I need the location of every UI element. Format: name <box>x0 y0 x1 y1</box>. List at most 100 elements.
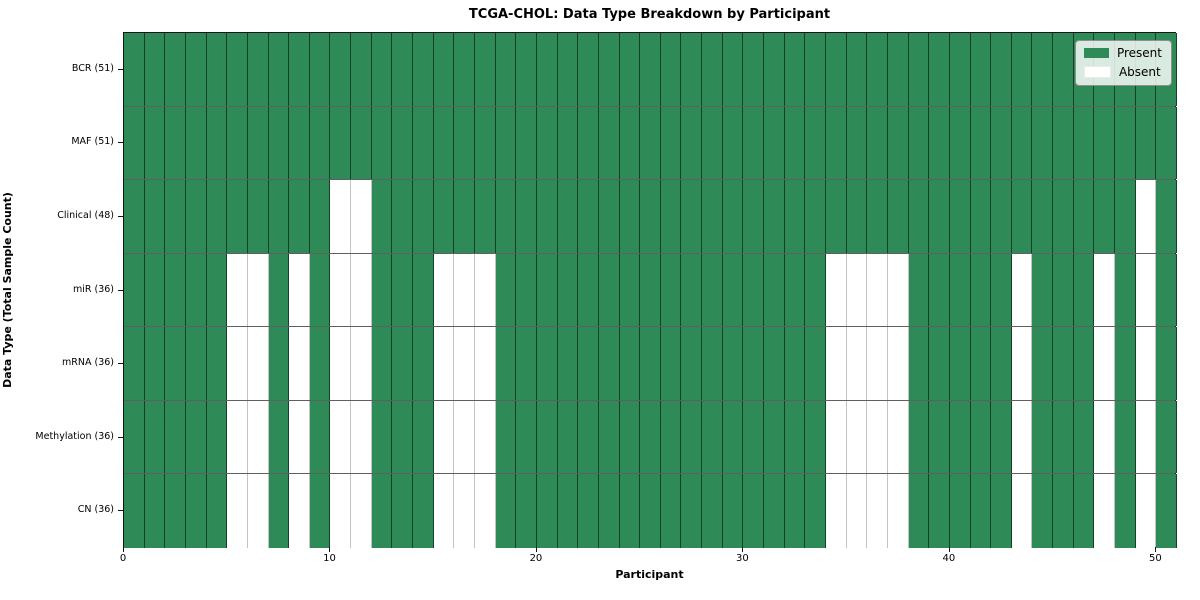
matrix-cell-mir-p6 <box>247 253 269 327</box>
matrix-cell-clinical-p20 <box>536 180 558 253</box>
matrix-cell-bcr-p8 <box>289 33 310 106</box>
matrix-row-clinical <box>124 180 1177 254</box>
matrix-cell-maf-p2 <box>165 106 186 180</box>
matrix-cell-mir-p38 <box>908 253 930 327</box>
legend-item-present: Present <box>1083 46 1162 60</box>
matrix-cell-bcr-p2 <box>165 33 186 106</box>
matrix-cell-methylation-p13 <box>392 400 414 474</box>
matrix-cell-clinical-p25 <box>640 180 661 253</box>
matrix-cell-methylation-p48 <box>1115 400 1136 474</box>
matrix-cell-cn-p5 <box>227 474 248 548</box>
matrix-cell-bcr-p43 <box>1011 33 1033 106</box>
matrix-cell-bcr-p21 <box>557 33 579 106</box>
matrix-cell-mir-p18 <box>495 253 517 327</box>
matrix-cell-mir-p13 <box>392 253 414 327</box>
matrix-cell-maf-p46 <box>1073 106 1095 180</box>
matrix-cell-cn-p34 <box>826 474 847 548</box>
matrix-cell-mir-p36 <box>867 253 888 327</box>
matrix-cell-clinical-p9 <box>309 180 331 253</box>
matrix-cell-bcr-p45 <box>1053 33 1074 106</box>
matrix-cell-cn-p35 <box>846 474 868 548</box>
matrix-cell-clinical-p47 <box>1094 180 1116 253</box>
matrix-cell-clinical-p16 <box>454 180 475 253</box>
matrix-cell-mrna-p38 <box>908 327 930 400</box>
y-tick-label-bcr: BCR (51) <box>71 62 114 74</box>
matrix-cell-clinical-p0 <box>124 180 145 253</box>
matrix-cell-cn-p17 <box>475 474 496 548</box>
matrix-cell-mir-p42 <box>991 253 1012 327</box>
matrix-cell-maf-p6 <box>247 106 269 180</box>
matrix-cell-maf-p18 <box>495 106 517 180</box>
matrix-cell-methylation-p16 <box>454 400 475 474</box>
matrix-cell-clinical-p37 <box>887 180 909 253</box>
matrix-cell-mir-p22 <box>578 253 599 327</box>
matrix-cell-bcr-p42 <box>991 33 1012 106</box>
matrix-cell-maf-p47 <box>1094 106 1116 180</box>
matrix-cell-methylation-p5 <box>227 400 248 474</box>
matrix-cell-methylation-p45 <box>1053 400 1074 474</box>
matrix-cell-clinical-p21 <box>557 180 579 253</box>
matrix-cell-maf-p9 <box>309 106 331 180</box>
matrix-cell-mrna-p47 <box>1094 327 1116 400</box>
matrix-cell-cn-p12 <box>371 474 393 548</box>
matrix-cell-cn-p15 <box>433 474 455 548</box>
matrix-cell-mir-p43 <box>1011 253 1033 327</box>
matrix-row-mrna <box>124 327 1177 401</box>
matrix-cell-methylation-p25 <box>640 400 661 474</box>
matrix-cell-methylation-p32 <box>784 400 806 474</box>
matrix-cell-cn-p19 <box>516 474 537 548</box>
matrix-cell-maf-p13 <box>392 106 414 180</box>
matrix-cell-mir-p44 <box>1032 253 1054 327</box>
matrix-cell-cn-p49 <box>1135 474 1157 548</box>
matrix-cell-methylation-p22 <box>578 400 599 474</box>
x-tick-label-30: 30 <box>736 553 749 564</box>
matrix-cell-methylation-p47 <box>1094 400 1116 474</box>
x-tick-mark <box>329 547 331 552</box>
matrix-cell-maf-p32 <box>784 106 806 180</box>
matrix-cell-clinical-p32 <box>784 180 806 253</box>
matrix-cell-mir-p49 <box>1135 253 1157 327</box>
matrix-cell-mir-p40 <box>949 253 971 327</box>
matrix-cell-mir-p34 <box>826 253 847 327</box>
matrix-cell-cn-p22 <box>578 474 599 548</box>
matrix-cell-maf-p14 <box>413 106 434 180</box>
matrix-cell-bcr-p16 <box>454 33 475 106</box>
matrix-cell-bcr-p23 <box>598 33 620 106</box>
matrix-cell-bcr-p38 <box>908 33 930 106</box>
legend-item-absent: Absent <box>1083 65 1162 79</box>
matrix-cell-bcr-p1 <box>144 33 166 106</box>
x-axis-label: Participant <box>615 568 684 581</box>
matrix-cell-bcr-p33 <box>805 33 826 106</box>
matrix-cell-maf-p8 <box>289 106 310 180</box>
matrix-cell-mir-p23 <box>598 253 620 327</box>
matrix-cell-bcr-p7 <box>268 33 290 106</box>
matrix-cell-clinical-p3 <box>185 180 207 253</box>
matrix-cell-mrna-p14 <box>413 327 434 400</box>
matrix-cell-methylation-p3 <box>185 400 207 474</box>
matrix-cell-bcr-p17 <box>475 33 496 106</box>
matrix-cell-maf-p45 <box>1053 106 1074 180</box>
matrix-cell-mrna-p13 <box>392 327 414 400</box>
matrix-cell-bcr-p25 <box>640 33 661 106</box>
matrix-cell-methylation-p50 <box>1156 400 1177 474</box>
matrix-cell-methylation-p9 <box>309 400 331 474</box>
matrix-cell-clinical-p14 <box>413 180 434 253</box>
matrix-cell-cn-p1 <box>144 474 166 548</box>
matrix-cell-mir-p7 <box>268 253 290 327</box>
matrix-cell-mrna-p36 <box>867 327 888 400</box>
matrix-cell-mrna-p12 <box>371 327 393 400</box>
matrix-cell-bcr-p27 <box>681 33 703 106</box>
matrix-cell-clinical-p35 <box>846 180 868 253</box>
matrix-cell-methylation-p43 <box>1011 400 1033 474</box>
matrix-cell-maf-p33 <box>805 106 826 180</box>
matrix-cell-cn-p24 <box>619 474 641 548</box>
matrix-cell-methylation-p28 <box>702 400 723 474</box>
matrix-cell-mir-p24 <box>619 253 641 327</box>
matrix-cell-maf-p19 <box>516 106 537 180</box>
matrix-cell-methylation-p49 <box>1135 400 1157 474</box>
matrix-cell-bcr-p35 <box>846 33 868 106</box>
matrix-cell-maf-p36 <box>867 106 888 180</box>
x-tick-label-10: 10 <box>323 553 336 564</box>
matrix-cell-bcr-p6 <box>247 33 269 106</box>
